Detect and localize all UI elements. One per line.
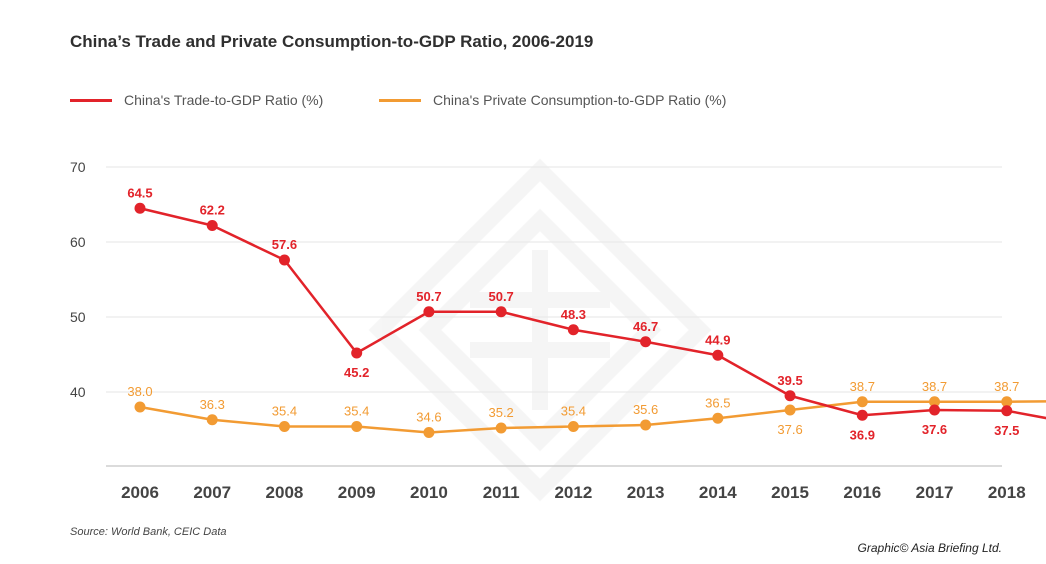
legend-item-consumption: China's Private Consumption-to-GDP Ratio… xyxy=(379,92,726,108)
consumption-data-label: 38.0 xyxy=(127,384,152,399)
trade-point xyxy=(784,390,796,402)
x-tick-label: 2012 xyxy=(554,483,592,502)
x-tick-label: 2011 xyxy=(483,483,520,502)
trade-data-label: 44.9 xyxy=(705,332,730,347)
trade-data-label: 36.9 xyxy=(850,427,875,442)
consumption-data-label: 37.6 xyxy=(777,422,802,437)
legend-item-trade: China's Trade-to-GDP Ratio (%) xyxy=(70,92,323,108)
legend-swatch-consumption xyxy=(379,98,421,102)
x-tick-label: 2006 xyxy=(121,483,159,502)
trade-data-label: 57.6 xyxy=(272,237,297,252)
y-tick-label: 70 xyxy=(70,159,86,175)
source-note: Source: World Bank, CEIC Data xyxy=(70,526,227,538)
y-tick-label: 40 xyxy=(70,384,86,400)
trade-point xyxy=(278,254,290,266)
consumption-point xyxy=(856,396,868,408)
trade-data-label: 64.5 xyxy=(127,185,152,200)
trade-point xyxy=(423,306,435,318)
consumption-data-label: 36.3 xyxy=(200,397,225,412)
consumption-data-label: 38.7 xyxy=(994,379,1019,394)
trade-data-label: 50.7 xyxy=(488,289,513,304)
consumption-point xyxy=(278,421,290,432)
consumption-point xyxy=(134,401,146,413)
consumption-data-label: 38.7 xyxy=(922,379,947,394)
y-tick-label: 60 xyxy=(70,234,86,250)
consumption-data-label: 35.4 xyxy=(272,404,297,419)
consumption-data-label: 35.2 xyxy=(488,405,513,420)
trade-data-label: 46.7 xyxy=(633,319,658,334)
trade-point xyxy=(1001,405,1013,417)
consumption-point xyxy=(929,396,941,408)
consumption-series-line xyxy=(139,400,1046,434)
x-tick-label: 2014 xyxy=(699,483,737,502)
trade-point xyxy=(495,306,507,318)
graphic-credit: Graphic© Asia Briefing Ltd. xyxy=(857,541,1002,555)
trade-data-label: 39.5 xyxy=(777,373,802,388)
consumption-point xyxy=(1001,396,1013,408)
consumption-point xyxy=(712,412,724,424)
series-group xyxy=(134,202,1046,438)
trade-data-label: 62.2 xyxy=(200,203,225,218)
legend-label-consumption: China's Private Consumption-to-GDP Ratio… xyxy=(433,92,727,108)
line-chart: 40 50 60 70 2006 2007 2008 2009 2010 2011 2012 201… xyxy=(70,158,1046,502)
trade-data-label: 50.7 xyxy=(416,289,441,304)
x-tick-label: 2010 xyxy=(410,483,448,502)
trade-point xyxy=(567,324,579,336)
legend-swatch-trade xyxy=(70,98,112,102)
trade-point xyxy=(929,404,941,416)
x-tick-label: 2007 xyxy=(193,483,231,502)
consumption-data-label: 35.4 xyxy=(561,404,586,419)
consumption-point xyxy=(495,422,507,434)
chart-title: China’s Trade and Private Consumption-to… xyxy=(70,32,594,51)
trade-point xyxy=(134,202,146,214)
y-tick-label: 50 xyxy=(70,309,86,325)
legend-label-trade: China's Trade-to-GDP Ratio (%) xyxy=(124,92,324,108)
consumption-data-label: 38.7 xyxy=(850,379,875,394)
consumption-point xyxy=(351,421,363,432)
trade-point xyxy=(712,349,724,361)
trade-data-label: 37.5 xyxy=(994,423,1019,438)
consumption-point xyxy=(567,421,579,432)
trade-point xyxy=(351,347,363,359)
data-labels: 64.5 62.2 57.6 45.2 50.7 50.7 48.3 46.7 44.9 39.5… xyxy=(127,185,1019,442)
x-tick-label: 2013 xyxy=(627,483,665,502)
consumption-data-label: 35.4 xyxy=(344,404,369,419)
consumption-point xyxy=(423,427,435,438)
x-tick-label: 2016 xyxy=(843,483,881,502)
trade-series-line xyxy=(139,207,1046,420)
trade-point xyxy=(856,409,868,421)
consumption-data-label: 35.6 xyxy=(633,402,658,417)
trade-data-label: 37.6 xyxy=(922,422,947,437)
trade-point xyxy=(206,220,218,231)
consumption-data-label: 34.6 xyxy=(416,410,441,425)
x-tick-label: 2018 xyxy=(988,483,1026,502)
consumption-data-label: 36.5 xyxy=(705,395,730,410)
trade-point xyxy=(640,336,652,348)
x-tick-label: 2015 xyxy=(771,483,809,502)
consumption-point xyxy=(206,414,218,426)
watermark-logo xyxy=(368,158,712,502)
x-axis: 2006 2007 2008 2009 2010 2011 2012 2013 2014 2015… xyxy=(121,483,1026,502)
consumption-point xyxy=(784,404,796,416)
x-tick-label: 2009 xyxy=(338,483,376,502)
trade-data-label: 48.3 xyxy=(561,307,586,322)
x-tick-label: 2017 xyxy=(916,483,954,502)
consumption-point xyxy=(640,419,652,431)
trade-data-label: 45.2 xyxy=(344,365,369,380)
gridlines xyxy=(106,166,1002,467)
x-tick-label: 2008 xyxy=(266,483,304,502)
y-axis: 40 50 60 70 xyxy=(70,159,86,400)
